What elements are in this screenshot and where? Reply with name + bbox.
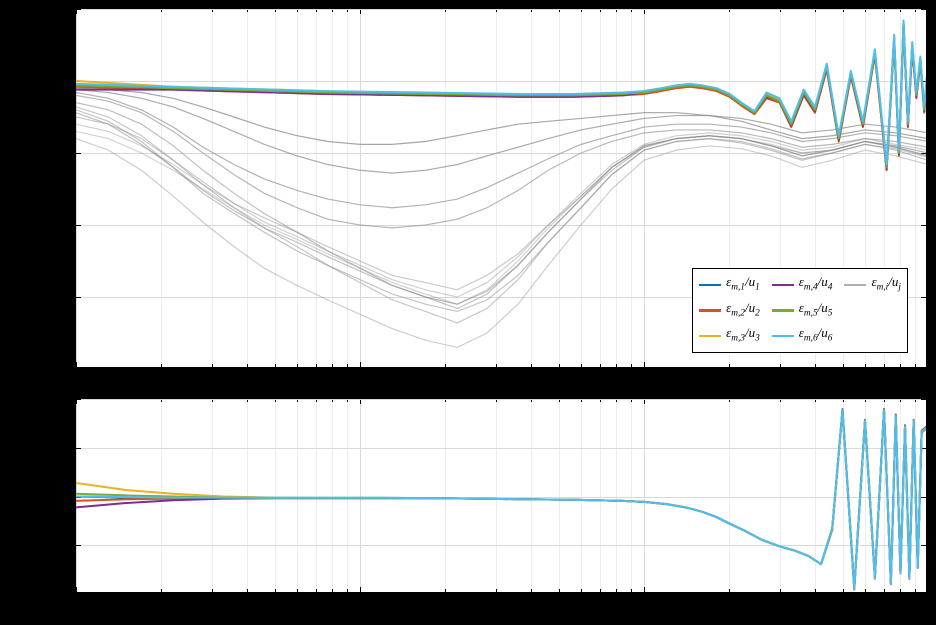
series-s4	[76, 409, 926, 588]
grey-trace	[76, 117, 926, 290]
legend-item: εm,3/u3	[699, 324, 760, 348]
series-s3	[76, 409, 926, 588]
grey-trace	[76, 93, 926, 208]
legend-label: εm,6/u6	[799, 324, 833, 348]
grey-trace	[76, 90, 926, 174]
series-s5	[76, 23, 926, 167]
legend-swatch	[772, 309, 794, 312]
legend-label: εm,3/u3	[726, 324, 760, 348]
legend-item: εm,2/u2	[699, 299, 760, 323]
legend-swatch	[699, 284, 721, 287]
series-s1	[76, 23, 926, 167]
series-s6	[76, 410, 926, 589]
series-s3	[76, 22, 926, 166]
legend-item: εm,i/uj	[844, 273, 901, 297]
series-s2	[76, 26, 926, 170]
legend-item: εm,5/u5	[772, 299, 833, 323]
legend-item	[844, 324, 901, 348]
legend-label: εm,5/u5	[799, 299, 833, 323]
legend-item: εm,4/u4	[772, 273, 833, 297]
legend-swatch	[772, 335, 794, 338]
magnitude-panel: εm,1/u1 εm,4/u4 εm,i/uj εm,2/u2 εm,5/u5 εm,3/…	[75, 8, 927, 368]
legend: εm,1/u1 εm,4/u4 εm,i/uj εm,2/u2 εm,5/u5 εm,3/…	[692, 268, 908, 353]
legend-label: εm,1/u1	[726, 273, 760, 297]
legend-label: εm,2/u2	[726, 299, 760, 323]
legend-swatch	[699, 335, 721, 338]
phase-plot-area	[76, 399, 926, 592]
series-s6	[76, 21, 926, 165]
magnitude-plot-area: εm,1/u1 εm,4/u4 εm,i/uj εm,2/u2 εm,5/u5 εm,3/…	[76, 9, 926, 367]
legend-swatch	[772, 284, 794, 287]
grey-trace	[76, 88, 926, 144]
legend-swatch	[699, 309, 721, 312]
phase-panel	[75, 398, 927, 593]
legend-label: εm,4/u4	[799, 273, 833, 297]
series-s2	[76, 411, 926, 590]
grey-trace	[76, 95, 926, 227]
legend-item: εm,6/u6	[772, 324, 833, 348]
legend-swatch	[844, 284, 866, 287]
legend-label: εm,i/uj	[871, 273, 901, 297]
series-s5	[76, 410, 926, 589]
series-s4	[76, 25, 926, 169]
legend-item: εm,1/u1	[699, 273, 760, 297]
legend-item	[844, 299, 901, 323]
series-s1	[76, 410, 926, 589]
figure-root: εm,1/u1 εm,4/u4 εm,i/uj εm,2/u2 εm,5/u5 εm,3/…	[0, 0, 936, 625]
